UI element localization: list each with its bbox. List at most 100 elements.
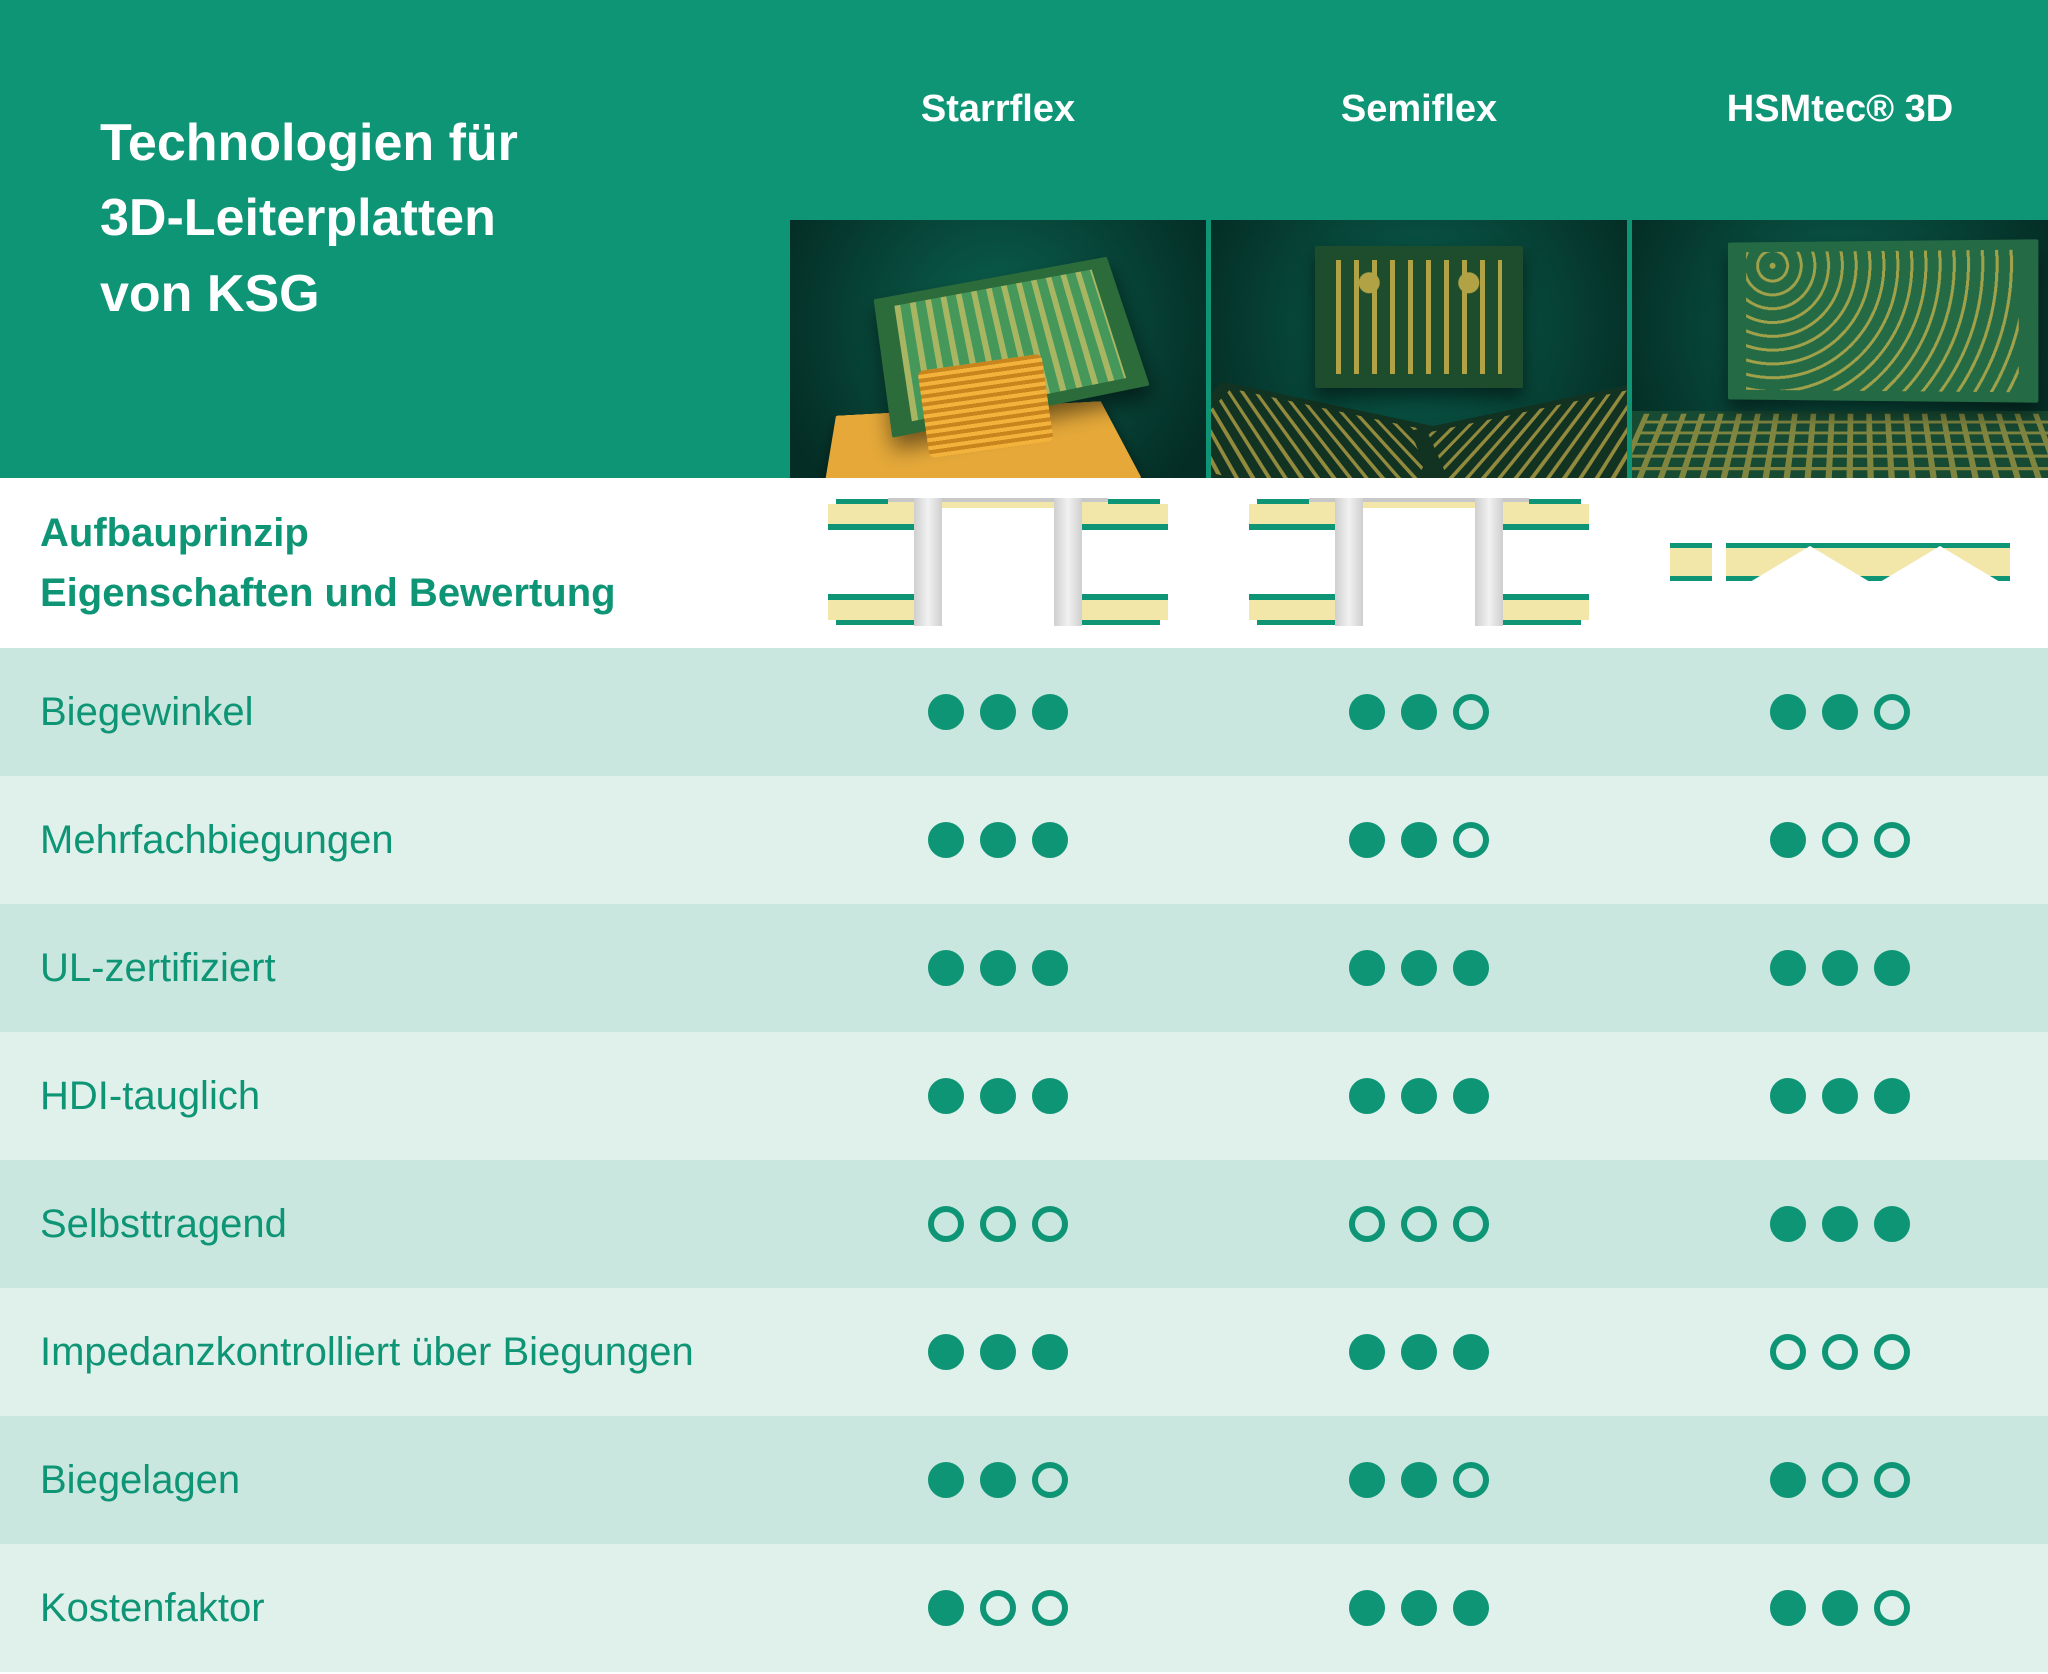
filled-dot-icon (1349, 950, 1385, 986)
row-label: Biegewinkel (40, 690, 790, 735)
diagram-cell (1632, 504, 2048, 622)
table-row: Biegelagen (0, 1416, 2048, 1544)
subheader-columns (790, 504, 2048, 622)
filled-dot-icon (928, 1590, 964, 1626)
table-row: Mehrfachbiegungen (0, 776, 2048, 904)
rating-cell (790, 648, 1206, 776)
filled-dot-icon (1032, 950, 1068, 986)
empty-dot-icon (928, 1206, 964, 1242)
empty-dot-icon (1453, 694, 1489, 730)
header-col-semiflex: Semiflex (1211, 0, 1627, 478)
empty-dot-icon (1874, 1462, 1910, 1498)
filled-dot-icon (1822, 950, 1858, 986)
rating-cell (790, 904, 1206, 1032)
filled-dot-icon (1822, 1206, 1858, 1242)
row-label: Biegelagen (40, 1458, 790, 1503)
column-label: Starrflex (790, 0, 1206, 220)
rating-cell (790, 1160, 1206, 1288)
comparison-table: Biegewinkel Mehrfachbiegungen UL-zertifizi… (0, 648, 2048, 1672)
filled-dot-icon (980, 950, 1016, 986)
title-line: 3D-Leiterplatten (100, 181, 790, 256)
empty-dot-icon (1822, 1334, 1858, 1370)
row-cells (790, 648, 2048, 776)
column-label: Semiflex (1211, 0, 1627, 220)
subheader-row: Aufbauprinzip Eigenschaften und Bewertun… (0, 478, 2048, 648)
filled-dot-icon (1874, 950, 1910, 986)
rating-cell (1211, 776, 1627, 904)
filled-dot-icon (1874, 1078, 1910, 1114)
filled-dot-icon (928, 950, 964, 986)
filled-dot-icon (928, 1334, 964, 1370)
row-cells (790, 1416, 2048, 1544)
page-root: Technologien für 3D-Leiterplatten von KS… (0, 0, 2048, 1672)
filled-dot-icon (1032, 822, 1068, 858)
filled-dot-icon (980, 1334, 1016, 1370)
rating-cell (1211, 648, 1627, 776)
diagram-cell (790, 504, 1206, 622)
table-row: Impedanzkontrolliert über Biegungen (0, 1288, 2048, 1416)
filled-dot-icon (1822, 694, 1858, 730)
empty-dot-icon (1874, 822, 1910, 858)
filled-dot-icon (1770, 1462, 1806, 1498)
filled-dot-icon (1822, 1078, 1858, 1114)
filled-dot-icon (980, 822, 1016, 858)
column-label: HSMtec® 3D (1632, 0, 2048, 220)
subheader-line: Aufbauprinzip (40, 503, 790, 563)
filled-dot-icon (1453, 1334, 1489, 1370)
filled-dot-icon (980, 1078, 1016, 1114)
filled-dot-icon (1032, 694, 1068, 730)
header: Technologien für 3D-Leiterplatten von KS… (0, 0, 2048, 478)
rating-cell (1632, 776, 2048, 904)
filled-dot-icon (1349, 822, 1385, 858)
rating-cell (1211, 1544, 1627, 1672)
empty-dot-icon (1349, 1206, 1385, 1242)
diagram-cell (1211, 504, 1627, 622)
filled-dot-icon (1770, 1206, 1806, 1242)
filled-dot-icon (1349, 1334, 1385, 1370)
product-thumbnail (790, 220, 1206, 478)
empty-dot-icon (1822, 1462, 1858, 1498)
rating-cell (790, 1288, 1206, 1416)
rating-cell (1632, 1160, 2048, 1288)
filled-dot-icon (1401, 1590, 1437, 1626)
table-row: Kostenfaktor (0, 1544, 2048, 1672)
cross-section-icon (828, 504, 1168, 622)
empty-dot-icon (1032, 1206, 1068, 1242)
filled-dot-icon (1401, 822, 1437, 858)
table-row: Biegewinkel (0, 648, 2048, 776)
filled-dot-icon (1822, 1590, 1858, 1626)
row-label: Kostenfaktor (40, 1586, 790, 1631)
row-cells (790, 1160, 2048, 1288)
empty-dot-icon (1874, 1334, 1910, 1370)
filled-dot-icon (1032, 1078, 1068, 1114)
empty-dot-icon (1453, 822, 1489, 858)
filled-dot-icon (1770, 822, 1806, 858)
filled-dot-icon (1401, 1334, 1437, 1370)
empty-dot-icon (1032, 1462, 1068, 1498)
row-label: Impedanzkontrolliert über Biegungen (40, 1330, 790, 1375)
table-row: UL-zertifiziert (0, 904, 2048, 1032)
filled-dot-icon (1401, 950, 1437, 986)
row-cells (790, 1288, 2048, 1416)
filled-dot-icon (928, 1078, 964, 1114)
rating-cell (1632, 904, 2048, 1032)
rating-cell (790, 1544, 1206, 1672)
header-columns: Starrflex Semiflex HSMtec® 3D (790, 0, 2048, 478)
rating-cell (790, 776, 1206, 904)
rating-cell (1632, 1032, 2048, 1160)
title-line: Technologien für (100, 106, 790, 181)
row-label: Mehrfachbiegungen (40, 818, 790, 863)
page-title: Technologien für 3D-Leiterplatten von KS… (100, 0, 790, 478)
rating-cell (790, 1032, 1206, 1160)
filled-dot-icon (1032, 1334, 1068, 1370)
filled-dot-icon (928, 694, 964, 730)
empty-dot-icon (980, 1206, 1016, 1242)
header-col-hsmtec3d: HSMtec® 3D (1632, 0, 2048, 478)
row-label: Selbsttragend (40, 1202, 790, 1247)
table-row: HDI-tauglich (0, 1032, 2048, 1160)
rating-cell (1632, 1544, 2048, 1672)
rating-cell (1632, 1416, 2048, 1544)
rating-cell (1211, 904, 1627, 1032)
empty-dot-icon (1770, 1334, 1806, 1370)
rating-cell (790, 1416, 1206, 1544)
